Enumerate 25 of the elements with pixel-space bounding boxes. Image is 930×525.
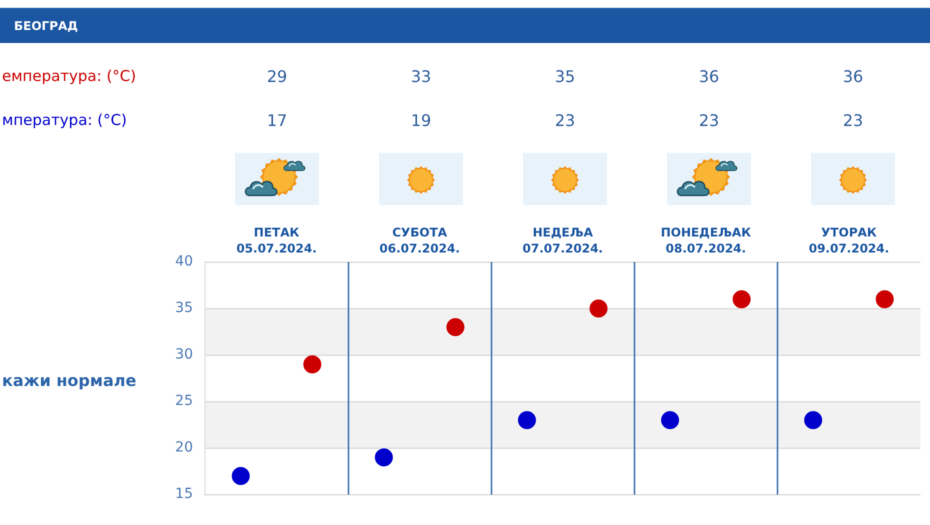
x-tick-label: СУБОТА 06.07.2024.	[379, 226, 460, 256]
data-label: 17	[266, 111, 288, 130]
text: кажи нормале	[2, 371, 136, 390]
data-label: 33	[410, 67, 432, 86]
data-label: 23	[698, 111, 720, 130]
y-tick-label: 25	[175, 393, 193, 410]
x-tick-label: УТОРАК 09.07.2024.	[808, 226, 890, 256]
data-label: 36	[698, 67, 720, 86]
y-tick-label: 15	[175, 486, 193, 502]
y-tick-label: 40	[175, 254, 193, 270]
data-label: 35	[554, 67, 576, 86]
x-tick-label: ПОНЕДЕЉАК 08.07.2024.	[660, 226, 752, 256]
data-label: 23	[554, 111, 576, 130]
y-tick-label: 30	[175, 346, 193, 363]
data-label: 36	[842, 67, 864, 86]
data-label: 19	[410, 111, 432, 130]
y-tick-label: 20	[175, 440, 193, 456]
data-label: 29	[266, 67, 288, 86]
text: емпература: (°C)	[2, 67, 136, 85]
x-tick-label: ПЕТАК 05.07.2024.	[236, 226, 317, 256]
text: БЕОГРАД	[14, 19, 78, 33]
x-tick-label: НЕДЕЉА 07.07.2024.	[522, 226, 603, 256]
text: мпература: (°C)	[2, 111, 127, 129]
data-label: 23	[842, 111, 864, 130]
y-tick-label: 35	[175, 300, 193, 316]
